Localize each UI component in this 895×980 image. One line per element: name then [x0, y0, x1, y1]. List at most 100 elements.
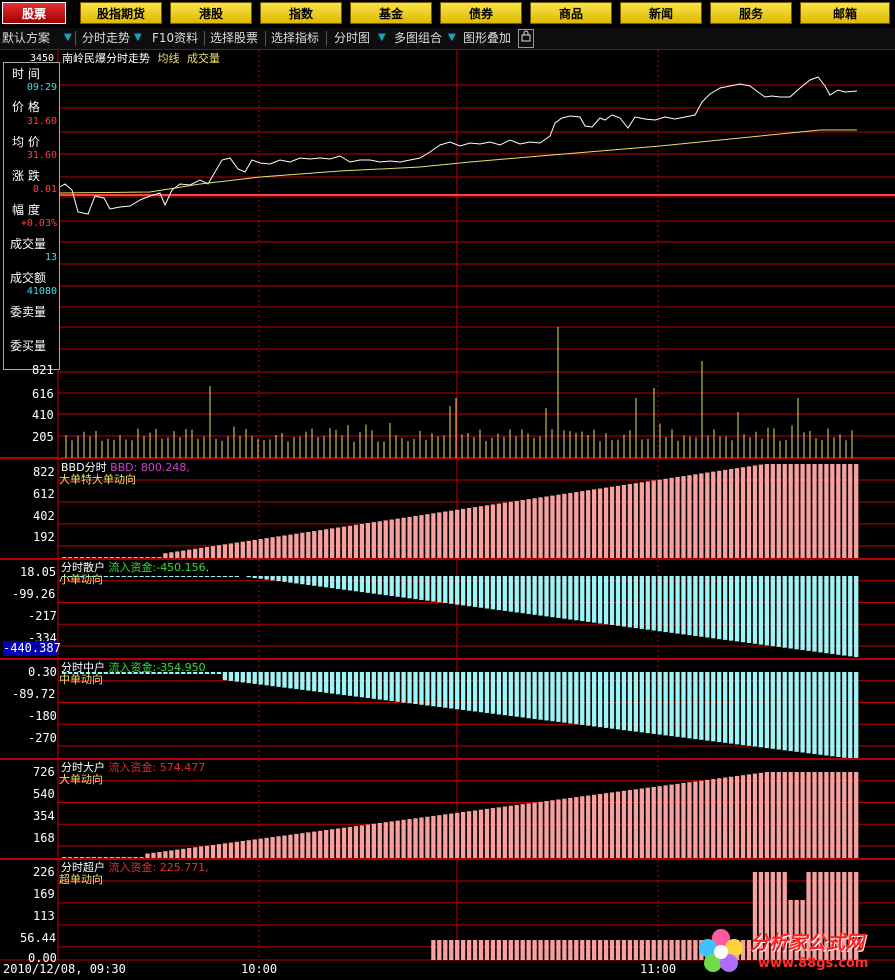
- retail-bar: [472, 576, 478, 607]
- large-bar: [109, 857, 114, 858]
- retail-bar: [437, 576, 442, 603]
- nav-stocks-button[interactable]: 股票: [2, 2, 66, 24]
- large-bar: [395, 820, 400, 858]
- lock-icon[interactable]: [518, 29, 534, 48]
- large-bar: [812, 772, 817, 858]
- mid-bar: [603, 672, 609, 728]
- super-bar: [812, 872, 817, 960]
- super-bar: [443, 940, 448, 960]
- chart-type-select[interactable]: 分时图: [334, 31, 371, 45]
- nav-bond-button[interactable]: 债券: [440, 2, 522, 24]
- retail-bar: [175, 576, 180, 577]
- multi-chart-select[interactable]: 多图组合: [394, 31, 443, 45]
- select-stock-button[interactable]: 选择股票: [210, 31, 259, 45]
- mid-bar: [639, 672, 644, 733]
- large-bar: [794, 772, 799, 858]
- select-indicator-button[interactable]: 选择指标: [271, 31, 320, 45]
- scheme-dropdown-icon[interactable]: ▼: [64, 32, 72, 43]
- toolbar-divider: [75, 31, 76, 46]
- nav-hk-button[interactable]: 港股: [170, 2, 252, 24]
- nav-fund-button[interactable]: 基金: [350, 2, 432, 24]
- nav-index-button[interactable]: 指数: [260, 2, 342, 24]
- retail-bar: [157, 576, 162, 577]
- bbd-bar: [496, 503, 502, 558]
- mid-bar: [181, 672, 186, 674]
- large-bar: [300, 833, 305, 858]
- bbd-bar: [782, 464, 787, 558]
- large-bar: [490, 808, 496, 858]
- bbd-bar: [627, 484, 633, 558]
- large-bar: [734, 775, 740, 858]
- chart-area[interactable]: [0, 50, 895, 980]
- large-bar: [151, 852, 156, 858]
- mid-bar: [234, 672, 240, 682]
- super-bar: [532, 940, 537, 960]
- nav-news-button[interactable]: 新闻: [620, 2, 702, 24]
- bbd-bar: [210, 546, 216, 558]
- retail-bar: [216, 576, 222, 577]
- large-bar: [389, 821, 394, 858]
- super-flow-label: 流入资金:: [108, 861, 157, 874]
- mid-bar: [681, 672, 686, 738]
- super-bar: [824, 872, 829, 960]
- large-bar: [91, 857, 97, 858]
- retail-bar: [615, 576, 621, 626]
- multi-chart-dropdown-icon[interactable]: ▼: [448, 32, 456, 43]
- large-bar: [544, 801, 549, 858]
- super-bar: [455, 940, 460, 960]
- mid-bar: [675, 672, 680, 737]
- retail-bar: [347, 576, 353, 591]
- large-bar: [752, 773, 758, 858]
- nav-futures-button[interactable]: 股指期货: [80, 2, 162, 24]
- large-bar: [639, 788, 644, 858]
- scheme-select[interactable]: 默认方案: [2, 31, 51, 45]
- bbd-bar: [592, 489, 597, 558]
- overlay-button[interactable]: 图形叠加: [463, 31, 512, 45]
- retail-bar: [383, 576, 388, 596]
- mid-bar: [240, 672, 245, 683]
- bbd-bar: [800, 464, 805, 558]
- nav-mail-button[interactable]: 邮箱: [800, 2, 890, 24]
- chart-type-dropdown-icon[interactable]: ▼: [378, 32, 386, 43]
- intraday-dropdown-icon[interactable]: ▼: [134, 32, 142, 43]
- mid-bar: [466, 672, 472, 711]
- mid-bar: [597, 672, 603, 728]
- retail-bar: [198, 576, 204, 577]
- large-bar: [145, 853, 150, 858]
- mid-bar: [216, 672, 222, 674]
- bbd-bar: [723, 469, 728, 558]
- retail-bar: [580, 576, 585, 622]
- mid-panel-title: 分时中户 流入资金:-354.950: [61, 659, 206, 675]
- price-label: 价 格: [12, 100, 40, 114]
- retail-bar: [461, 576, 466, 606]
- mid-bar: [413, 672, 418, 705]
- large-bar: [586, 795, 591, 858]
- large-bar: [669, 784, 674, 858]
- bbd-bar: [282, 535, 287, 558]
- bbd-bar: [300, 532, 305, 558]
- intraday-button[interactable]: 分时走势: [82, 31, 131, 45]
- change-label: 涨 跌: [12, 169, 40, 183]
- super-bar: [490, 940, 496, 960]
- time-axis-1100: 11:00: [640, 962, 677, 976]
- super-bar: [651, 940, 656, 960]
- super-bar: [437, 940, 442, 960]
- f10-button[interactable]: F10资料: [152, 31, 199, 45]
- retail-bar: [538, 576, 543, 616]
- large-bar: [592, 794, 597, 858]
- mid-bar: [222, 672, 228, 681]
- nav-service-button[interactable]: 服务: [710, 2, 792, 24]
- bbd-bar: [318, 530, 323, 558]
- retail-bar: [681, 576, 686, 635]
- mid-bar: [728, 672, 734, 744]
- mid-bar: [187, 672, 192, 674]
- retail-bar: [824, 576, 829, 654]
- large-bar: [466, 811, 472, 858]
- bbd-bar: [770, 464, 775, 558]
- large-bar: [848, 772, 853, 858]
- bbd-bar: [538, 497, 543, 558]
- retail-tick: -99.26: [12, 587, 56, 601]
- mid-bar: [383, 672, 388, 701]
- nav-commodity-button[interactable]: 商品: [530, 2, 612, 24]
- large-bar: [341, 827, 347, 858]
